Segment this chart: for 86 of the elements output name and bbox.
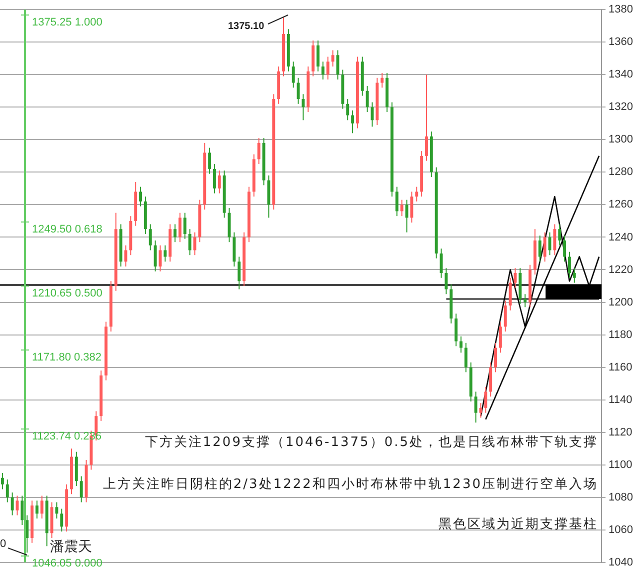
candlestick [524,294,527,308]
candlestick [543,232,546,262]
candlestick [563,235,566,262]
y-tick-label: 1380 [608,4,634,16]
y-tick-label: 1320 [608,101,634,114]
candlestick [504,300,507,332]
candlestick [208,147,212,174]
annotation: 1375.25 1.000 [32,16,102,29]
candlestick [238,256,241,290]
y-tick-label: 1040 [608,556,634,568]
y-tick-label: 1220 [608,264,634,276]
candlestick [257,138,260,165]
annotation: 1249.50 0.618 [32,224,102,236]
candlestick [572,268,576,284]
annotation: 1375.10 [228,21,265,32]
candlestick [60,508,64,532]
candlestick [174,224,177,243]
candlestick [351,110,354,134]
annotation: 1171.80 0.382 [32,352,102,364]
y-tick-label: 1240 [608,231,634,244]
candlestick [6,478,9,503]
candlestick [10,492,14,516]
candlestick [440,248,443,278]
y-tick-label: 1280 [608,166,634,178]
candlestick [405,199,408,233]
candlestick [178,212,182,243]
candlestick [464,342,468,373]
candlestick [183,212,186,240]
annotation: 1046.05 0.000 [32,558,102,570]
candlestick [553,224,556,256]
y-tick-label: 1060 [608,524,634,536]
candlestick [454,313,458,347]
candlestick [40,495,44,519]
candlestick [326,56,330,80]
candlestick [568,251,571,278]
candlestick [484,386,488,414]
candlestick [292,61,295,88]
candlestick [444,268,448,295]
candlestick [20,495,24,526]
y-tick-label: 1340 [608,68,634,81]
candlestick [296,77,300,104]
annotation: 下方关注1209支撑（1046-1375）0.5处，也是日线布林带下轨支撑 [144,434,598,450]
y-tick-label: 1360 [608,36,634,48]
y-tick-label: 1180 [608,328,632,341]
candlestick [0,472,4,490]
candlestick [508,277,512,311]
candlestick [316,40,320,72]
candlestick [474,391,478,424]
candlestick [346,98,350,121]
y-tick-label: 1100 [608,458,632,471]
y-tick-label: 1140 [608,394,632,406]
candlestick [538,235,542,262]
candlestick [218,170,221,194]
candlestick [36,500,38,519]
candlestick [148,224,152,251]
candlestick [558,224,562,246]
candlestick [425,74,428,162]
y-tick-label: 1260 [608,198,634,211]
annotation: 0 [0,538,6,550]
annotation: 1210.65 0.500 [32,288,102,300]
candlestick [164,244,167,262]
candlestick [380,72,384,88]
candlestick [331,50,334,68]
candlestick [395,186,398,217]
candlestick [321,61,324,80]
candlestick [55,502,58,519]
y-tick-label: 1160 [608,361,632,374]
candlestick [366,86,369,113]
candlestick [494,342,497,373]
annotation: 潘震天 [50,539,92,555]
candlestick [410,191,414,224]
candlestick [498,321,502,354]
candlestick [154,240,157,272]
candlestick [80,476,83,503]
y-tick-label: 1080 [608,491,634,504]
y-tick-label: 1120 [608,426,632,438]
annotation: 黑色区域为近期支撑基柱 [438,517,598,532]
candlestick [460,336,462,354]
y-tick-label: 1200 [608,296,634,308]
candlestick [213,164,216,194]
candlestick [415,186,418,202]
candlestick [400,199,404,217]
y-tick-label: 1300 [608,134,634,146]
annotation: 上方关注昨日阴柱的2/3处1222和四小时布林带中轨1230压制进行空单入场 [102,476,598,492]
candlestick [139,186,142,207]
candlestick [188,228,192,256]
